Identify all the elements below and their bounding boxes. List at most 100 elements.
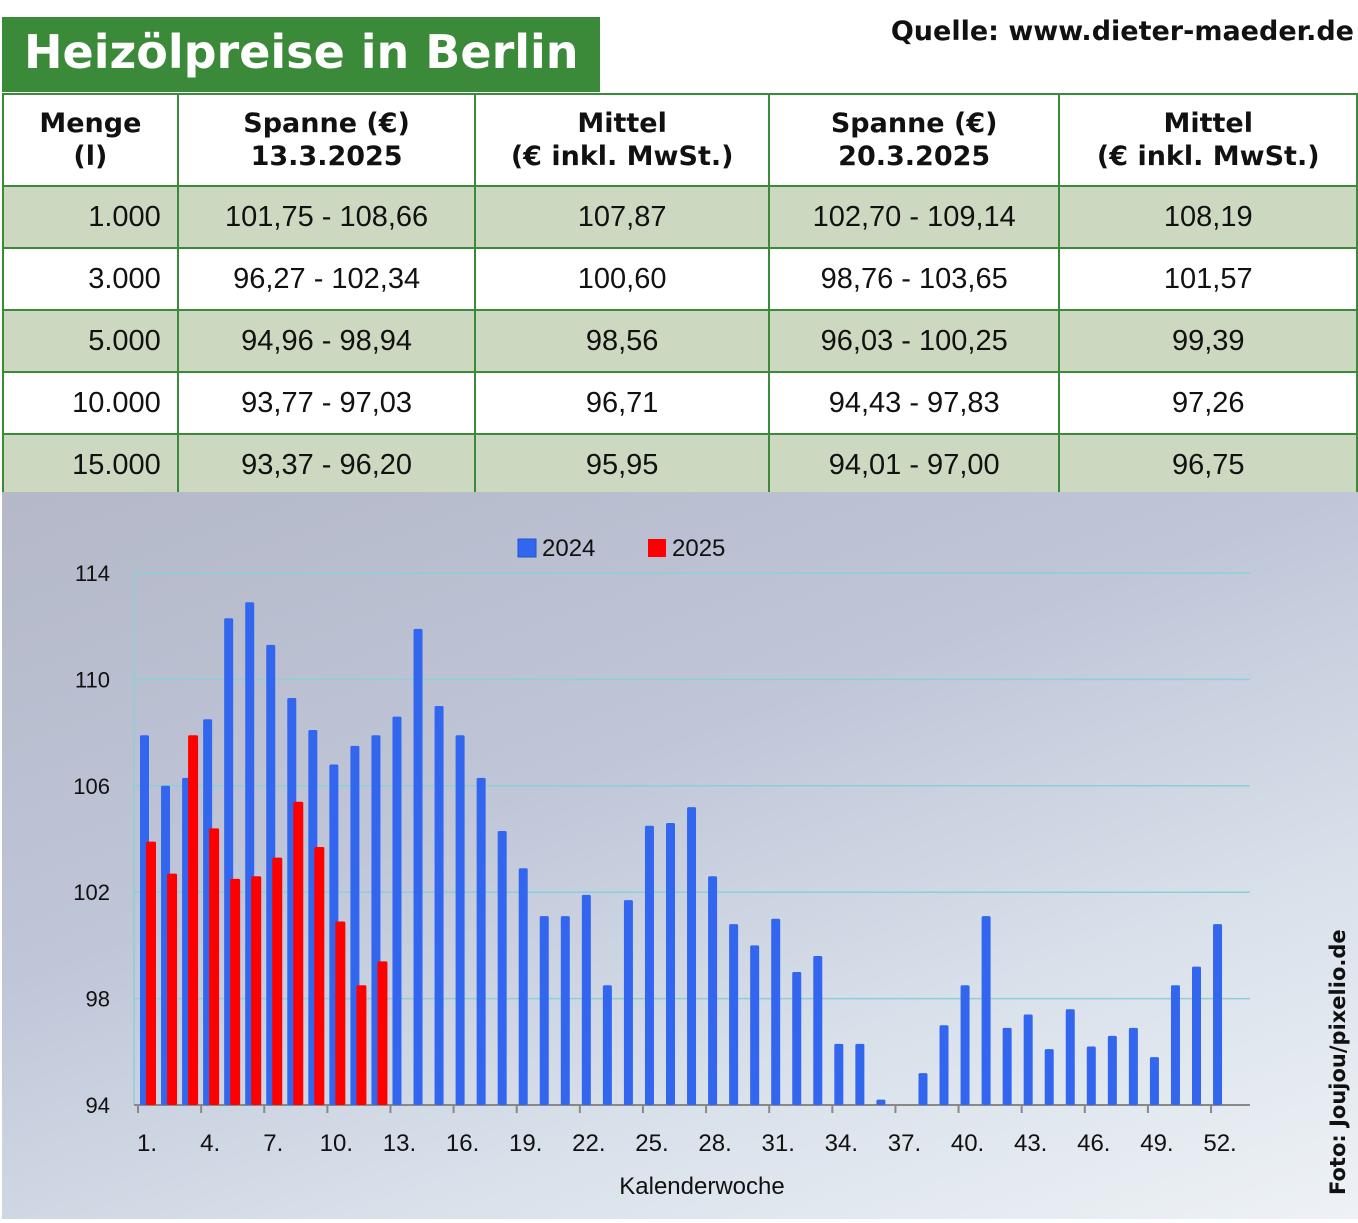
x-tick-label: 10. [320, 1130, 353, 1157]
bar-2025-week-6 [251, 876, 262, 1105]
header-spanne-2: Spanne (€) 20.3.2025 [767, 93, 1061, 187]
source-label: Quelle: www.dieter-maeder.de [890, 16, 1354, 47]
cell: 108,19 [1058, 185, 1358, 249]
bar-2025-week-4 [209, 828, 220, 1105]
cell: 101,75 - 108,66 [176, 185, 477, 249]
chart-area: 94 98 102 106 110 114 1. 4. 7. 10. 13. 16. 19. 22. 25.… [2, 492, 1358, 1219]
header-line: (l) [73, 141, 108, 172]
x-tick-label: 43. [1014, 1130, 1047, 1157]
header-line: Mittel [1163, 108, 1253, 139]
bar-2024-week-33 [813, 956, 823, 1105]
bar-2024-week-42 [1002, 1027, 1012, 1105]
cell: 93,37 - 96,20 [176, 433, 477, 497]
bar-2024-week-50 [1170, 985, 1180, 1105]
bar-2024-week-15 [434, 706, 444, 1105]
bar-2024-week-43 [1023, 1014, 1033, 1105]
bar-2025-week-12 [377, 961, 388, 1105]
cell: 98,76 - 103,65 [767, 247, 1061, 311]
x-tick-label: 52. [1203, 1130, 1236, 1157]
cell: 101,57 [1058, 247, 1358, 311]
bar-2024-week-27 [687, 807, 697, 1105]
bar-2024-week-34 [834, 1043, 844, 1105]
cell: 15.000 [2, 433, 179, 497]
cell: 107,87 [474, 185, 770, 249]
header-line: 13.3.2025 [250, 141, 403, 172]
x-tick-label: 46. [1077, 1130, 1110, 1157]
y-tick-label: 102 [73, 880, 110, 905]
bar-2024-week-35 [855, 1043, 865, 1105]
bar-2024-week-25 [644, 825, 654, 1105]
header-mittel-1: Mittel (€ inkl. MwSt.) [474, 93, 770, 187]
x-tick-label: 4. [200, 1130, 220, 1157]
bar-2024-week-39 [939, 1025, 949, 1105]
bar-2024-week-19 [518, 868, 528, 1105]
bar-2024-week-22 [581, 894, 591, 1105]
cell: 96,03 - 100,25 [767, 309, 1061, 373]
bar-2024-week-45 [1065, 1009, 1075, 1105]
bar-2025-week-5 [230, 878, 241, 1105]
bar-2024-week-20 [539, 916, 549, 1105]
cell: 99,39 [1058, 309, 1358, 373]
legend-label-2024: 2024 [542, 535, 595, 562]
cell: 95,95 [474, 433, 770, 497]
cell: 97,26 [1058, 371, 1358, 435]
table-row: 5.000 94,96 - 98,94 98,56 96,03 - 100,25 99,… [2, 309, 1358, 373]
x-tick-label: 1. [137, 1130, 157, 1157]
table-row: 3.000 96,27 - 102,34 100,60 98,76 - 103,65 1… [2, 247, 1358, 311]
bar-2024-week-44 [1044, 1049, 1054, 1105]
bar-2024-week-51 [1192, 966, 1201, 1105]
x-tick-label: 49. [1140, 1130, 1173, 1157]
cell: 10.000 [2, 371, 179, 435]
page-title: Heizölpreise in Berlin [2, 17, 600, 92]
cell: 102,70 - 109,14 [767, 185, 1061, 249]
cell: 94,43 - 97,83 [767, 371, 1061, 435]
table-row: 10.000 93,77 - 97,03 96,71 94,43 - 97,83 97,… [2, 371, 1358, 435]
bar-chart: 94 98 102 106 110 114 1. 4. 7. 10. 13. 16. 19. 22. 25.… [73, 535, 1250, 1200]
bar-2025-week-11 [356, 985, 367, 1105]
legend-swatch-2024 [517, 538, 537, 558]
x-tick-label: 16. [446, 1130, 479, 1157]
bar-2024-week-36 [876, 1099, 886, 1105]
bar-2024-week-48 [1128, 1027, 1138, 1105]
table-row: 15.000 93,37 - 96,20 95,95 94,01 - 97,00 96,… [2, 433, 1358, 497]
header-line: Menge [39, 108, 142, 139]
cell: 100,60 [474, 247, 770, 311]
cell: 98,56 [474, 309, 770, 373]
y-tick-label: 98 [86, 987, 110, 1012]
cell: 3.000 [2, 247, 179, 311]
bar-2024-week-16 [455, 735, 465, 1105]
cell: 96,27 - 102,34 [176, 247, 477, 311]
cell: 93,77 - 97,03 [176, 371, 477, 435]
x-tick-label: 13. [383, 1130, 416, 1157]
bar-2025-week-7 [272, 857, 283, 1105]
bar-2024-week-30 [750, 945, 760, 1105]
x-tick-label: 25. [635, 1130, 668, 1157]
photo-credit: Foto: Joujou/pixelio.de [1326, 929, 1350, 1195]
header-line: (€ inkl. MwSt.) [510, 141, 734, 172]
header-line: Spanne (€) [243, 108, 410, 139]
bar-2025-week-9 [314, 846, 325, 1105]
header-mittel-2: Mittel (€ inkl. MwSt.) [1058, 93, 1358, 187]
bar-2025-week-8 [293, 801, 304, 1105]
cell: 1.000 [2, 185, 179, 249]
bar-2025-week-10 [335, 921, 346, 1105]
bar-2024-week-13 [392, 716, 402, 1105]
cell: 94,96 - 98,94 [176, 309, 477, 373]
x-tick-label: 37. [888, 1130, 921, 1157]
bar-2024-week-41 [981, 916, 991, 1105]
table-row: 1.000 101,75 - 108,66 107,87 102,70 - 109,1… [2, 185, 1358, 249]
y-tick-label: 114 [75, 561, 110, 586]
x-tick-label: 22. [572, 1130, 605, 1157]
y-tick-label: 94 [86, 1093, 110, 1118]
legend-label-2025: 2025 [672, 535, 725, 562]
bar-2024-week-31 [771, 918, 781, 1105]
table-header: Menge (l) Spanne (€) 13.3.2025 Mittel (€ in… [2, 93, 1358, 187]
x-tick-label: 7. [263, 1130, 283, 1157]
legend-swatch-2025 [648, 539, 666, 557]
bar-2024-week-49 [1149, 1057, 1159, 1105]
header-spanne-1: Spanne (€) 13.3.2025 [176, 93, 477, 187]
price-table: Menge (l) Spanne (€) 13.3.2025 Mittel (€ in… [2, 93, 1358, 497]
bar-2024-week-29 [729, 924, 739, 1105]
y-tick-label: 106 [73, 774, 110, 799]
header-menge: Menge (l) [2, 93, 179, 187]
